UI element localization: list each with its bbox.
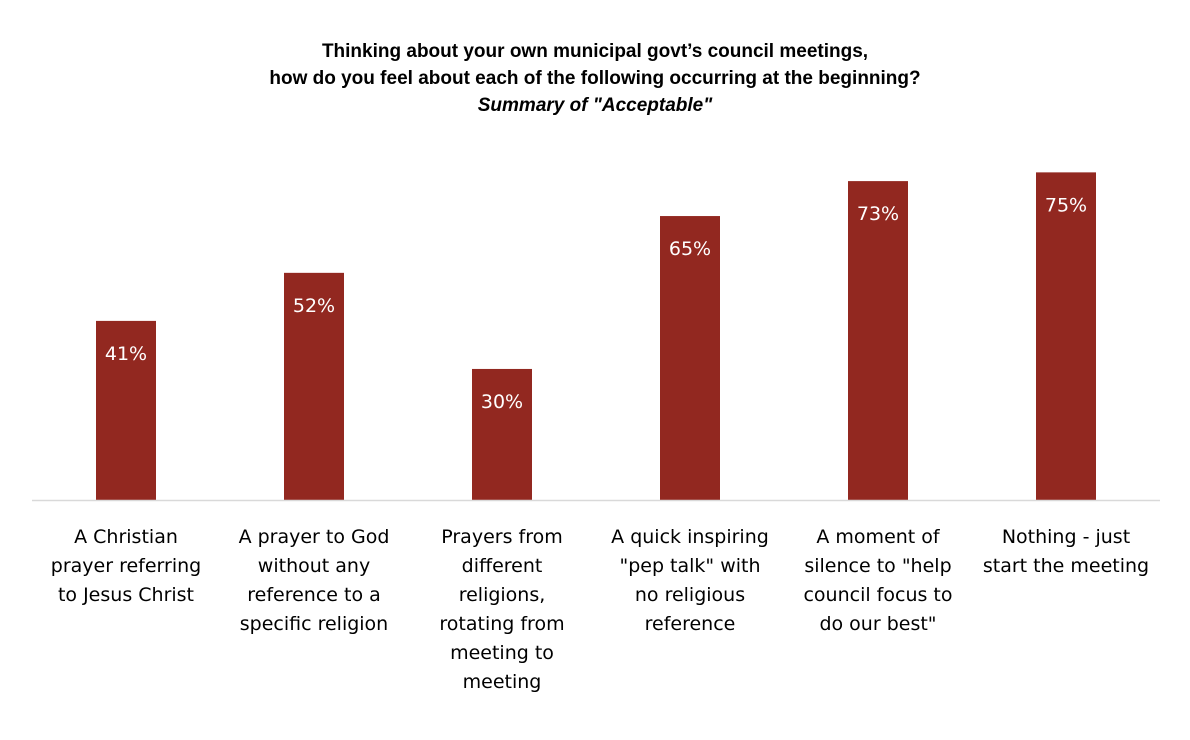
category-label: A moment of bbox=[816, 526, 941, 548]
category-label: do our best" bbox=[819, 613, 936, 635]
category-label: religions, bbox=[459, 584, 546, 606]
category-label: reference bbox=[645, 613, 736, 635]
category-label: A quick inspiring bbox=[611, 526, 769, 548]
category-label: meeting bbox=[463, 671, 542, 693]
bar bbox=[96, 320, 156, 500]
category-label: prayer referring bbox=[51, 555, 201, 577]
category-label: "pep talk" with bbox=[619, 555, 760, 577]
category-label: A prayer to God bbox=[239, 526, 390, 548]
bar bbox=[284, 272, 344, 500]
category-label: specific religion bbox=[240, 613, 388, 635]
category-label: no religious bbox=[635, 584, 745, 606]
chart-title: Thinking about your own municipal govt’s… bbox=[321, 41, 869, 62]
category-label: silence to "help bbox=[804, 555, 951, 577]
category-label: start the meeting bbox=[983, 555, 1149, 577]
category-label: council focus to bbox=[803, 584, 952, 606]
category-label: meeting to bbox=[450, 642, 554, 664]
category-label: without any bbox=[258, 555, 370, 577]
bar bbox=[660, 216, 720, 501]
chart-title-line-2: how do you feel about each of the follow… bbox=[269, 68, 921, 89]
category-label: Prayers from bbox=[441, 526, 562, 548]
category-label: rotating from bbox=[439, 613, 564, 635]
category-label: A Christian bbox=[74, 526, 178, 548]
category-label: Nothing - just bbox=[1002, 526, 1130, 548]
data-label: 30% bbox=[481, 391, 523, 413]
bar bbox=[1036, 172, 1096, 501]
data-label: 75% bbox=[1045, 194, 1087, 216]
data-label: 52% bbox=[293, 295, 335, 317]
category-label: to Jesus Christ bbox=[58, 584, 194, 606]
chart-subtitle: Summary of "Acceptable" bbox=[477, 95, 713, 116]
data-label: 41% bbox=[105, 343, 147, 365]
data-label: 65% bbox=[669, 238, 711, 260]
category-label: reference to a bbox=[247, 584, 381, 606]
bar bbox=[848, 181, 908, 500]
data-label: 73% bbox=[857, 203, 899, 225]
bar bbox=[472, 368, 532, 500]
category-label: different bbox=[462, 555, 543, 577]
chart-title-block: Thinking about your own municipal govt’s… bbox=[0, 38, 1190, 119]
